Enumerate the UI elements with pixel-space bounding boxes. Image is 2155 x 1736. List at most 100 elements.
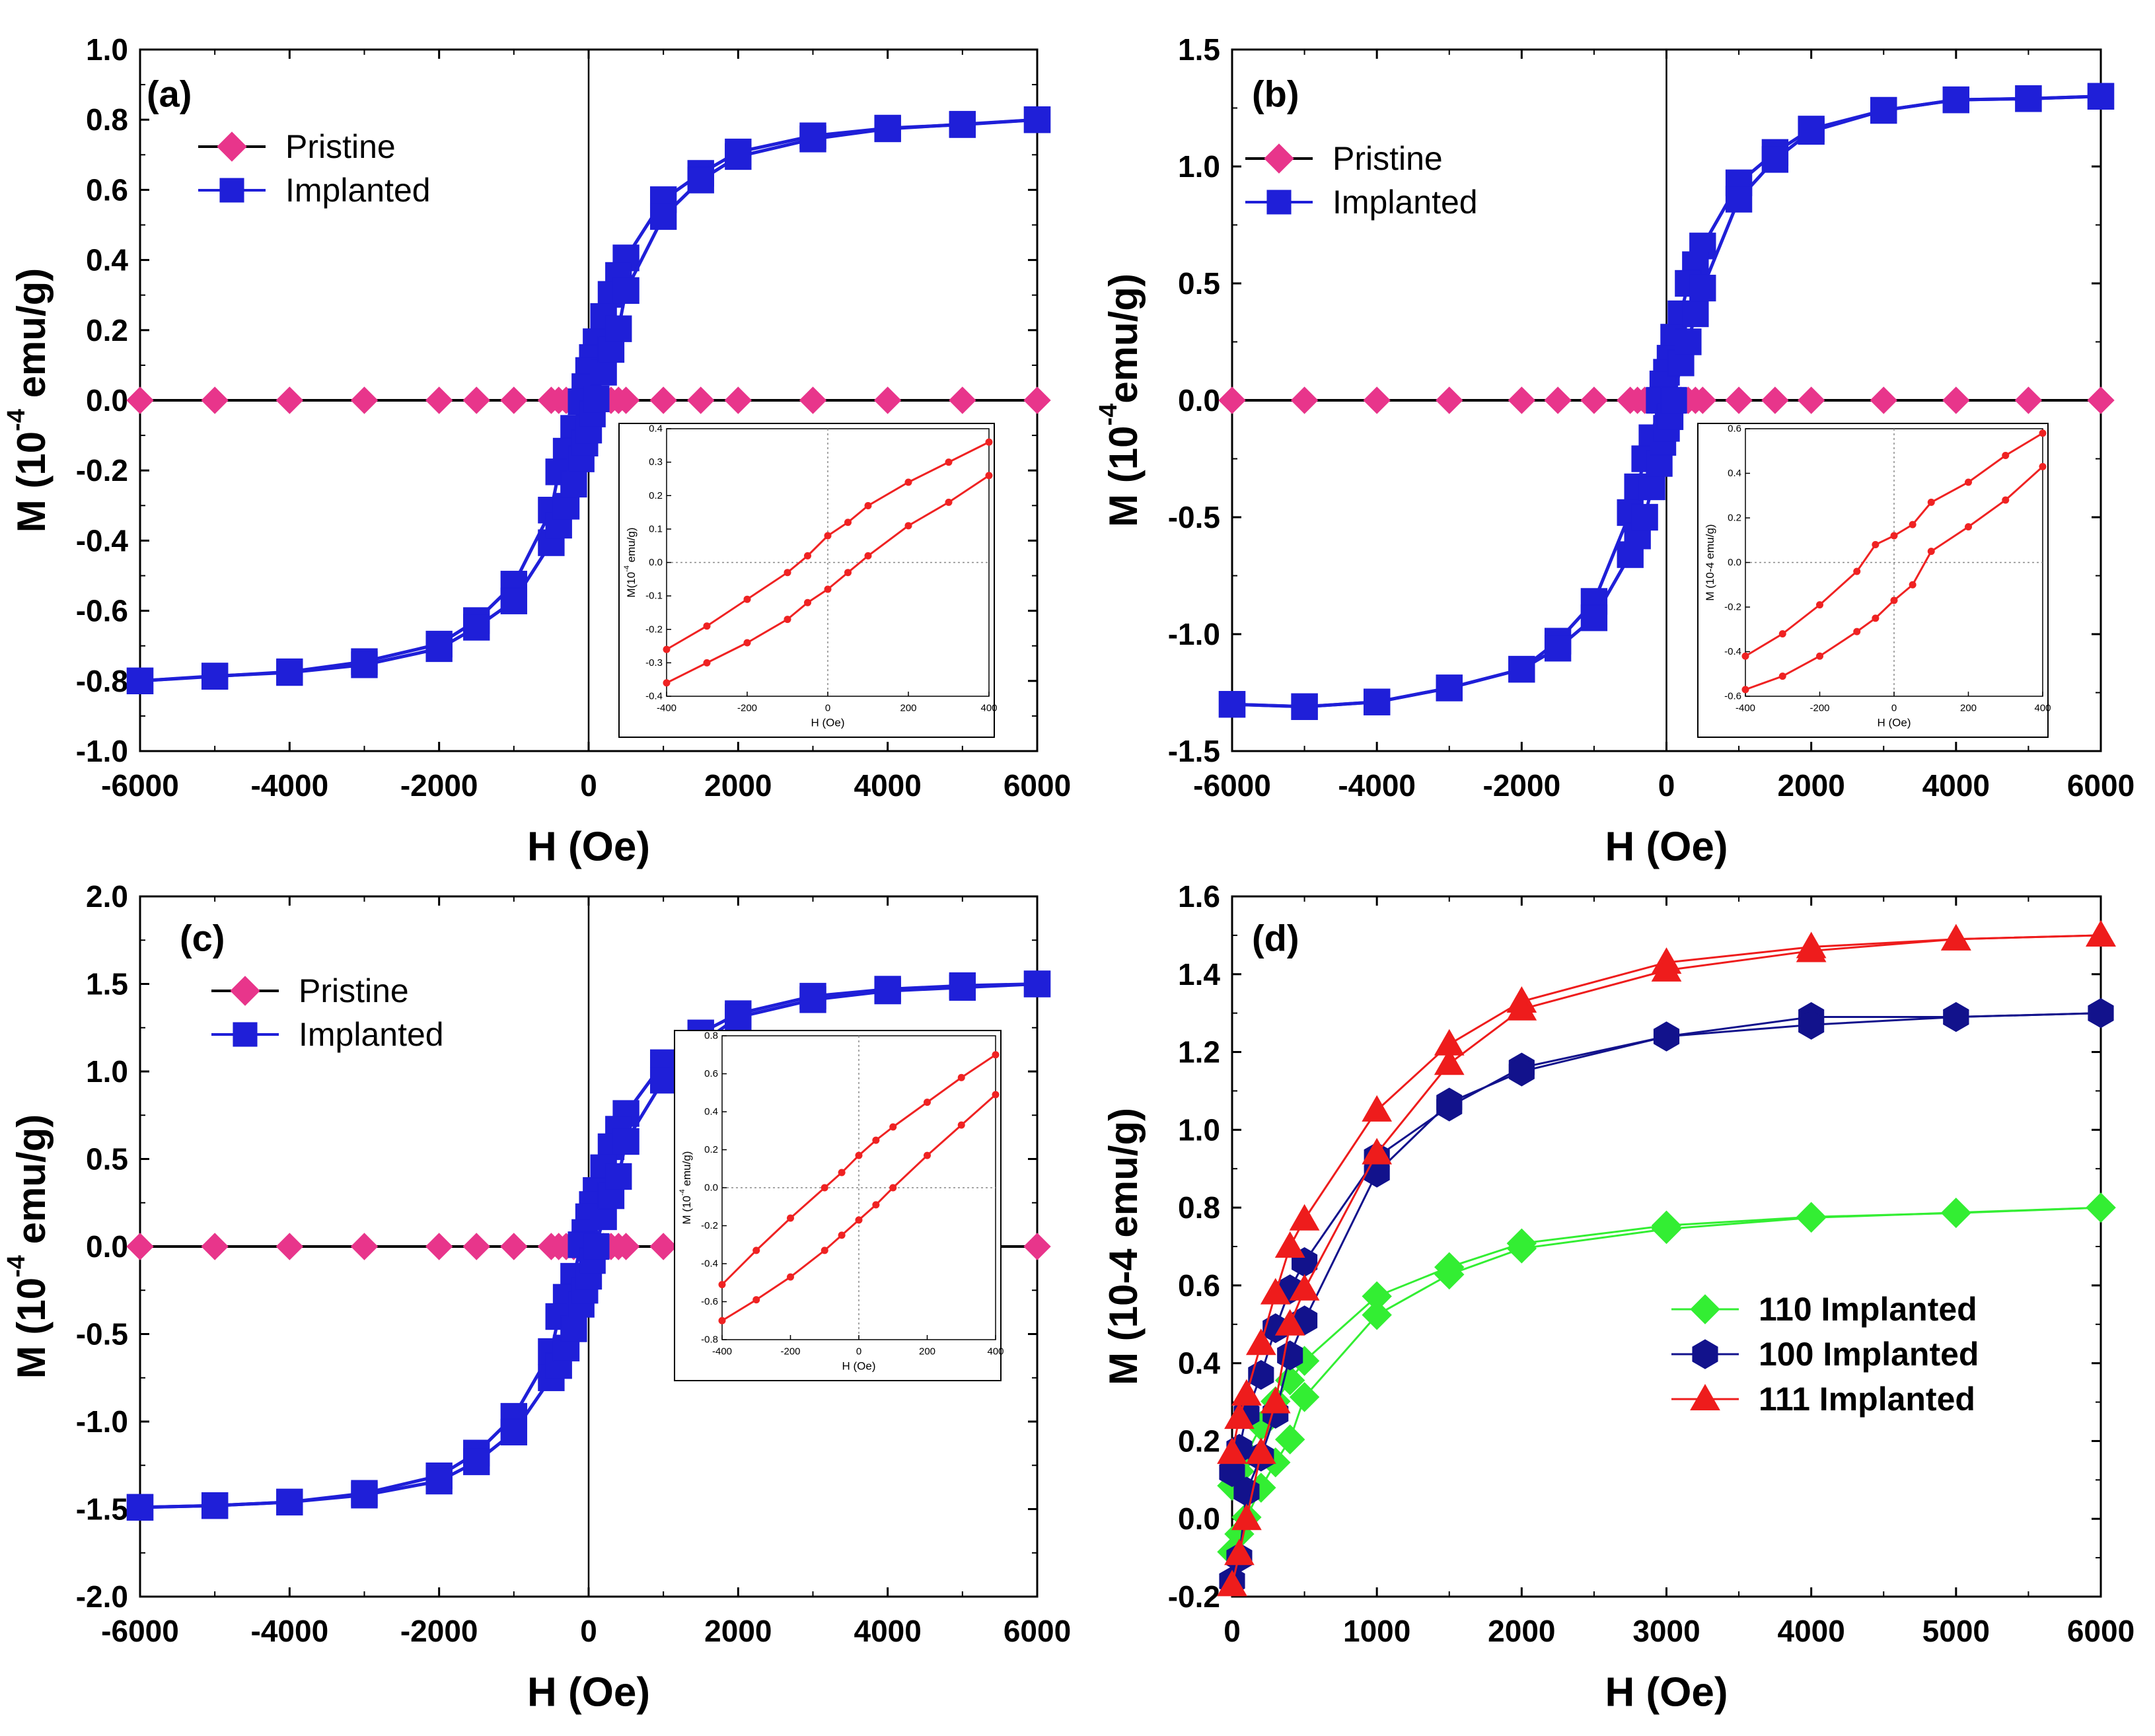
data-point: [126, 1494, 154, 1521]
inset-y-tick-label: 0.4: [704, 1106, 718, 1118]
data-point: [1363, 688, 1391, 715]
data-point: [1289, 1382, 1320, 1412]
inset-y-tick-label: 0.4: [1728, 468, 1741, 479]
data-point: [725, 1003, 752, 1031]
data-point: [1260, 1278, 1291, 1305]
inset-y-tick-label: 0.0: [1728, 557, 1741, 568]
data-point: [1940, 923, 1971, 951]
inset-data-point: [985, 438, 993, 446]
data-point: [351, 1482, 378, 1509]
inset-data-point: [872, 1201, 880, 1209]
data-point: [1224, 1538, 1255, 1566]
inset-data-point: [804, 598, 811, 606]
legend-marker: [219, 178, 244, 203]
inset-x-axis-label: H (Oe): [811, 717, 845, 729]
inset-data-point: [787, 1214, 794, 1222]
data-point: [1761, 386, 1789, 414]
legend: 110 Implanted 100 Implanted 111 Implanted: [1671, 1291, 1979, 1418]
x-tick-label: -6000: [101, 768, 179, 803]
y-tick-label: 0.6: [1178, 1268, 1220, 1303]
y-tick-label: 0.8: [1178, 1190, 1220, 1225]
inset-x-tick-label: 200: [919, 1346, 935, 1357]
inset-y-tick-label: -0.2: [701, 1220, 718, 1231]
inset-data-point: [985, 472, 993, 480]
data-point: [799, 126, 826, 153]
panel-b: -6000 -4000 -2000 0 2000 4000 6000-1.5-1.0-0.5…: [1095, 32, 2135, 870]
data-point: [1274, 1424, 1305, 1455]
inset-y-axis-label: M (10-4 emu/g): [1704, 524, 1716, 600]
data-point: [275, 1233, 304, 1260]
y-tick-label: -1.0: [1168, 617, 1220, 651]
data-point: [2088, 998, 2114, 1029]
y-axis-label: M (10-4 emu/g): [3, 1114, 54, 1379]
inset-y-tick-label: -0.6: [1724, 691, 1741, 702]
y-axis-label: M (10-4 emu/g): [1101, 1108, 1146, 1385]
legend: Pristine Implanted: [211, 972, 444, 1053]
data-point: [949, 386, 976, 414]
data-point: [1508, 655, 1535, 683]
inset-data-point: [904, 478, 912, 486]
x-tick-label: 0: [1224, 1614, 1241, 1648]
data-point: [1651, 1213, 1682, 1245]
inset-data-point: [663, 645, 671, 653]
inset: -400 -200 0 200 400 -0.6 -0.4 -0.2 0.0 0.2 0.4 0.6 H…: [1697, 423, 2051, 738]
inset-data-point: [743, 639, 751, 647]
inset-x-tick-label: 200: [1960, 703, 1977, 714]
data-point: [1870, 96, 1897, 124]
data-point: [1436, 674, 1463, 702]
data-point: [2014, 386, 2043, 414]
data-point: [1689, 274, 1716, 302]
y-axis-label-part: -4: [3, 409, 30, 431]
inset-data-point: [824, 585, 832, 593]
data-point: [1291, 693, 1318, 720]
data-point: [1245, 1328, 1276, 1356]
inset-data-point: [821, 1247, 828, 1254]
legend-label: Pristine: [285, 128, 396, 165]
data-point: [1725, 186, 1753, 213]
data-point: [1245, 1437, 1276, 1465]
y-axis-label-part: M (10-4 emu/g): [1101, 1108, 1146, 1385]
inset-data-point: [804, 552, 811, 560]
data-point: [1506, 1233, 1537, 1264]
data-point: [1942, 86, 1970, 114]
data-point: [1023, 106, 1051, 133]
panel-label: (b): [1252, 73, 1299, 115]
data-point: [560, 1315, 587, 1342]
inset-y-tick-label: -0.8: [701, 1334, 718, 1346]
inset-y-tick-label: 0.8: [704, 1031, 718, 1042]
inset-x-tick-label: -200: [1809, 703, 1829, 714]
inset-data-point: [1927, 548, 1935, 556]
inset-data-point: [784, 616, 791, 624]
inset-y-axis-label-part: emu/g): [680, 1151, 693, 1190]
inset-y-axis-label-part: -4: [623, 565, 631, 572]
data-point: [500, 587, 528, 614]
inset-data-point: [1965, 523, 1972, 530]
data-point: [1217, 1570, 1247, 1597]
y-tick-label: 1.4: [1178, 957, 1220, 992]
data-point: [799, 986, 826, 1013]
data-point: [583, 385, 610, 413]
inset-background: [1697, 423, 2049, 738]
data-point: [500, 1233, 528, 1260]
legend-marker: [217, 131, 247, 162]
data-point: [1289, 1274, 1320, 1301]
series-line: [1231, 934, 2101, 1453]
data-point: [425, 635, 453, 663]
legend-marker: [230, 976, 260, 1006]
x-tick-label: -2000: [400, 1614, 478, 1648]
data-point: [1260, 1387, 1291, 1414]
x-tick-label: 6000: [2067, 768, 2135, 803]
data-point: [1436, 1087, 1463, 1118]
data-point: [201, 1492, 229, 1519]
inset-y-tick-label: -0.3: [645, 657, 663, 669]
x-tick-label: 0: [580, 768, 597, 803]
x-tick-label: 2000: [1488, 1614, 1555, 1648]
inset-data-point: [855, 1151, 863, 1159]
y-axis-label-part: M (10: [9, 1278, 54, 1379]
inset-x-tick-label: -400: [712, 1346, 732, 1357]
inset-x-axis-label: H (Oe): [1878, 717, 1911, 729]
inset-data-point: [703, 622, 711, 630]
x-tick-label: 6000: [2067, 1614, 2135, 1648]
y-tick-label: -1.5: [1168, 734, 1220, 768]
